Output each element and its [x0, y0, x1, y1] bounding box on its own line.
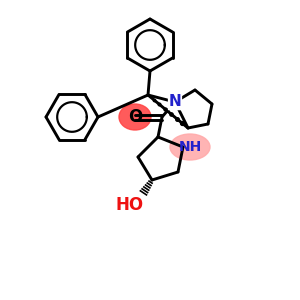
Ellipse shape	[170, 134, 210, 160]
Text: O: O	[128, 108, 142, 126]
Ellipse shape	[119, 104, 151, 130]
Text: HO: HO	[116, 196, 144, 214]
Text: NH: NH	[178, 140, 202, 154]
Text: N: N	[169, 94, 182, 110]
